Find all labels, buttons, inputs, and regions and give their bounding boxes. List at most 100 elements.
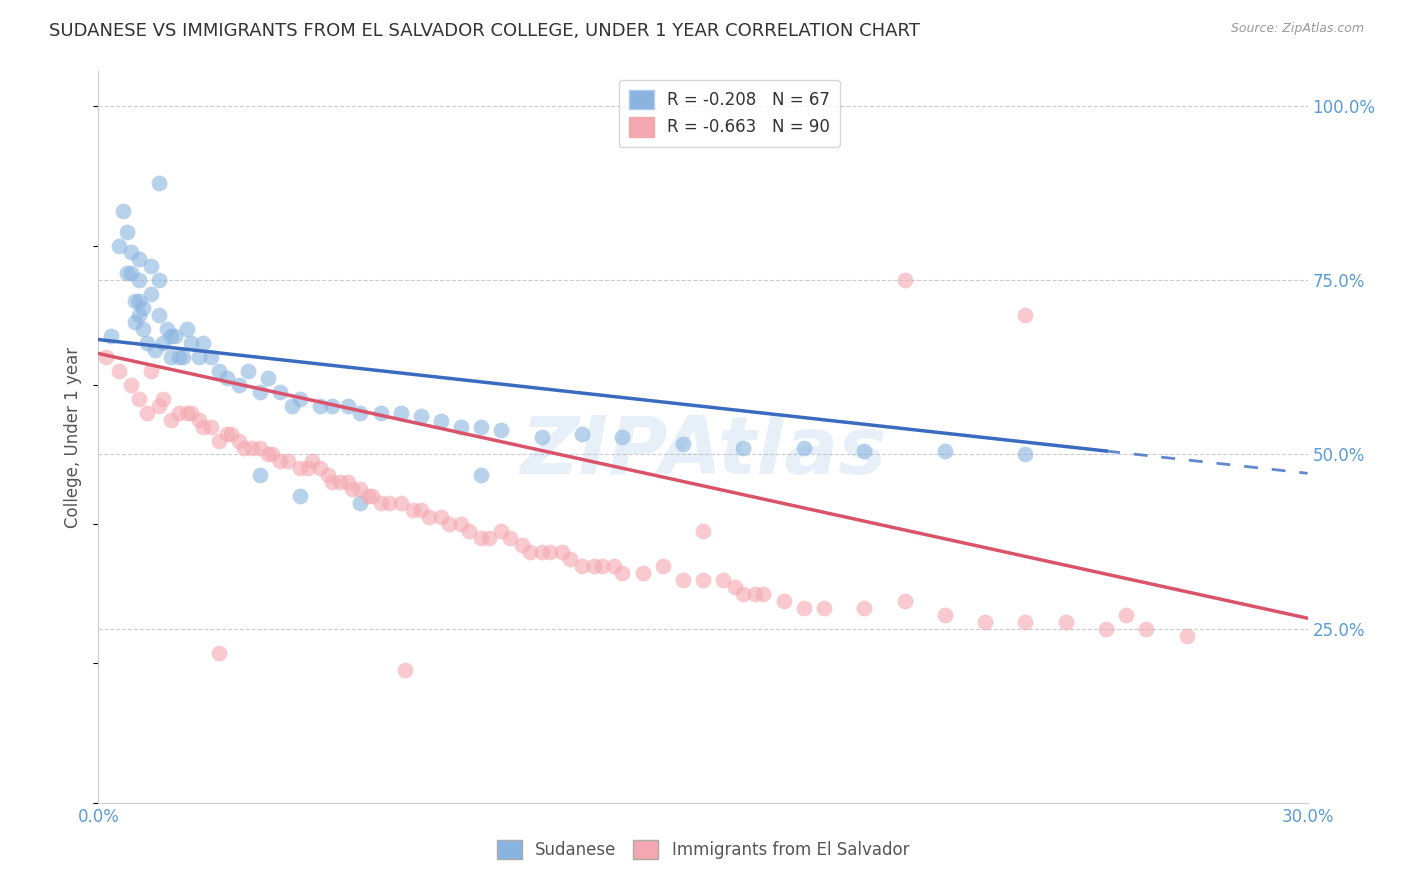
Point: [853, 600, 876, 615]
Point: [160, 350, 183, 364]
Point: [329, 475, 352, 490]
Point: [139, 364, 162, 378]
Point: [1014, 308, 1036, 322]
Point: [148, 273, 170, 287]
Point: [135, 336, 157, 351]
Point: [813, 600, 835, 615]
Point: [309, 461, 332, 475]
Legend: R = -0.208   N = 67, R = -0.663   N = 90: R = -0.208 N = 67, R = -0.663 N = 90: [619, 79, 839, 146]
Point: [510, 538, 533, 552]
Point: [163, 329, 186, 343]
Point: [651, 558, 673, 573]
Point: [193, 336, 215, 351]
Point: [530, 430, 553, 444]
Point: [176, 406, 198, 420]
Point: [208, 434, 231, 448]
Point: [498, 531, 520, 545]
Point: [120, 377, 142, 392]
Point: [139, 287, 162, 301]
Point: [249, 384, 271, 399]
Point: [188, 412, 211, 426]
Point: [128, 273, 150, 287]
Point: [538, 545, 561, 559]
Point: [1095, 622, 1118, 636]
Y-axis label: College, Under 1 year: College, Under 1 year: [65, 346, 83, 528]
Point: [111, 203, 134, 218]
Point: [321, 475, 343, 490]
Point: [418, 510, 440, 524]
Point: [519, 545, 541, 559]
Point: [288, 392, 311, 406]
Point: [208, 646, 231, 660]
Point: [148, 176, 170, 190]
Point: [772, 594, 794, 608]
Point: [450, 517, 472, 532]
Point: [228, 377, 250, 392]
Point: [139, 260, 162, 274]
Point: [470, 531, 492, 545]
Point: [120, 266, 142, 280]
Point: [793, 441, 815, 455]
Point: [551, 545, 574, 559]
Point: [132, 301, 155, 316]
Point: [1014, 615, 1036, 629]
Point: [458, 524, 481, 538]
Point: [470, 419, 492, 434]
Point: [180, 336, 202, 351]
Point: [349, 496, 371, 510]
Point: [752, 587, 775, 601]
Point: [342, 483, 364, 497]
Point: [180, 406, 202, 420]
Point: [160, 329, 183, 343]
Point: [188, 350, 211, 364]
Point: [974, 615, 997, 629]
Point: [711, 573, 734, 587]
Point: [394, 664, 416, 678]
Legend: Sudanese, Immigrants from El Salvador: Sudanese, Immigrants from El Salvador: [491, 833, 915, 866]
Point: [612, 430, 634, 444]
Point: [349, 406, 371, 420]
Point: [470, 468, 492, 483]
Point: [321, 399, 343, 413]
Point: [115, 266, 138, 280]
Point: [107, 238, 129, 252]
Point: [402, 503, 425, 517]
Point: [256, 448, 278, 462]
Point: [288, 461, 311, 475]
Point: [156, 322, 179, 336]
Point: [1115, 607, 1137, 622]
Point: [361, 489, 384, 503]
Point: [370, 496, 392, 510]
Point: [409, 503, 432, 517]
Point: [631, 566, 654, 580]
Point: [491, 423, 513, 437]
Point: [672, 437, 695, 451]
Point: [277, 454, 299, 468]
Point: [1054, 615, 1077, 629]
Point: [135, 406, 157, 420]
Point: [128, 392, 150, 406]
Point: [281, 399, 304, 413]
Point: [301, 454, 323, 468]
Point: [793, 600, 815, 615]
Point: [337, 399, 360, 413]
Point: [143, 343, 166, 357]
Point: [160, 412, 183, 426]
Point: [124, 315, 146, 329]
Point: [478, 531, 501, 545]
Point: [672, 573, 695, 587]
Point: [558, 552, 581, 566]
Point: [612, 566, 634, 580]
Point: [744, 587, 766, 601]
Point: [208, 364, 231, 378]
Point: [240, 441, 263, 455]
Point: [260, 448, 283, 462]
Point: [530, 545, 553, 559]
Point: [430, 414, 453, 428]
Point: [437, 517, 460, 532]
Point: [132, 322, 155, 336]
Point: [692, 573, 714, 587]
Point: [124, 294, 146, 309]
Point: [115, 225, 138, 239]
Point: [152, 392, 174, 406]
